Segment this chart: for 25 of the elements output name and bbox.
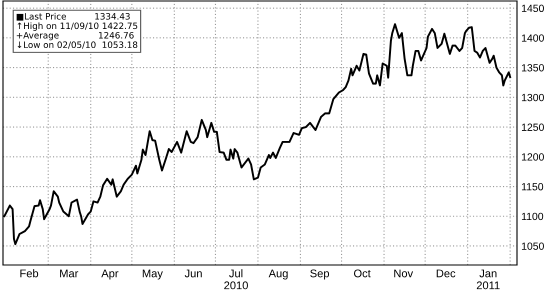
x-tick-label: May — [142, 270, 163, 280]
x-tick-label: Oct — [354, 269, 371, 278]
x-tick-label: Mar — [60, 270, 78, 278]
y-tick-label: 1200 — [522, 153, 544, 161]
x-tick-label: Jun — [184, 270, 202, 278]
y-tick-label: 1150 — [522, 183, 544, 190]
x-tick-label: Feb — [20, 269, 38, 278]
y-tick-label: 1300 — [522, 94, 544, 102]
annotation: ■Last Price 1334.43 — [16, 12, 130, 21]
x-tick-label: Aug — [268, 270, 288, 280]
x-tick-label: Jul 2010 — [224, 269, 248, 290]
y-tick-label: 1350 — [522, 64, 544, 72]
y-tick-label: 1050 — [522, 242, 544, 250]
x-tick-label: Sep — [310, 269, 330, 280]
x-tick-label: Apr — [101, 270, 118, 280]
annotation: +Average 1246.76 — [16, 32, 134, 40]
x-tick-label: Nov — [394, 270, 414, 278]
annotation: ↓Low on 02/05/10 1053.18 — [18, 41, 138, 49]
x-tick-label: Jan 2011 — [476, 270, 500, 290]
y-tick-label: 1400 — [522, 34, 544, 42]
annotation: ↑High on 11/09/10 1422.75 — [18, 22, 138, 31]
y-tick-label: 1450 — [522, 4, 544, 12]
x-tick-label: Dec — [436, 270, 456, 278]
y-tick-label: 1100 — [522, 212, 544, 220]
y-tick-label: 1250 — [522, 124, 544, 131]
